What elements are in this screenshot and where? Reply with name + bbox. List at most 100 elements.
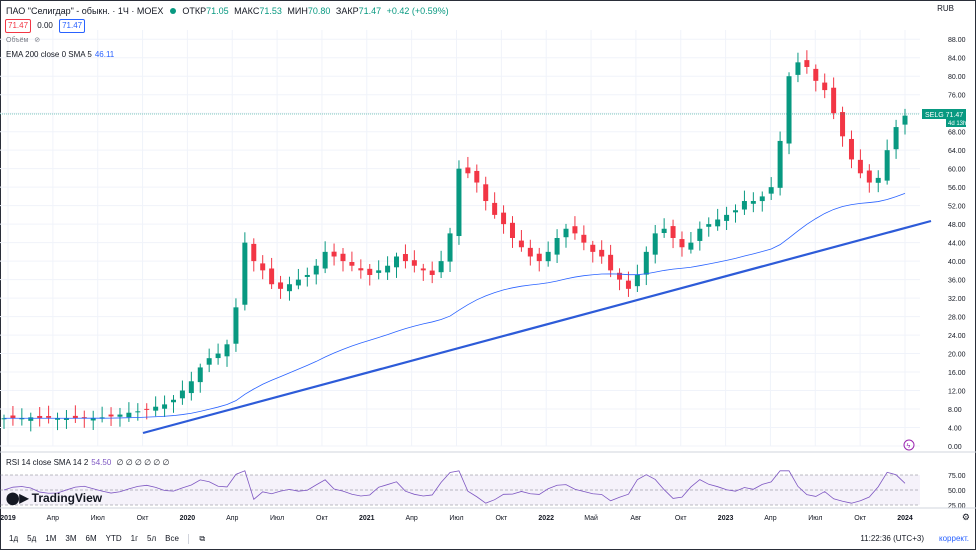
candle-body [197,367,203,383]
candle-body [902,115,908,125]
candle-body [269,268,275,285]
candle-body [1,418,7,420]
time-tick-label: 2023 [718,515,734,522]
currency-label[interactable]: RUB [937,4,954,13]
legend-header: ПАО "Селигдар" - обыкн. · 1Ч · MOEX ОТКР… [6,3,936,17]
candle-body [750,201,756,204]
price-tick-label: 24.00 [948,333,966,340]
price-tick-label: 84.00 [948,56,966,63]
adjustment-toggle[interactable]: коррект. [939,534,969,543]
symbol-title[interactable]: ПАО "Селигдар" - обыкн. · 1Ч · MOEX [6,5,164,16]
rsi-pane: 75.00 50.00 25.00 [0,451,976,510]
candle-body [509,222,515,238]
candle-body [875,177,881,183]
candle-body [822,82,828,91]
rsi-tick-label: 50.00 [948,488,966,495]
price-tick-label: 20.00 [948,352,966,359]
time-tick-label: Окт [495,515,508,522]
rsi-tick-label: 25.00 [948,503,966,510]
price-tick-label: 80.00 [948,74,966,81]
candle-body [135,411,141,413]
candle-body [233,307,239,344]
price-tag-countdown: 4d 13h [948,121,966,127]
candle-body [866,170,872,183]
toolbar-divider [188,533,190,544]
time-tick-label: Июл [808,515,822,522]
candle-body [358,268,364,271]
candle-body [117,414,123,417]
candle-body [108,414,114,417]
timeframe-button[interactable]: 6М [85,534,97,543]
candles [1,50,908,432]
grid [0,30,920,447]
ema-legend[interactable]: EMA 200 close 0 SMA 5 46.11 [6,50,114,59]
price-tick-label: 40.00 [948,259,966,266]
timeframe-button[interactable]: 5д [27,534,37,543]
timeframe-button[interactable]: 3М [65,534,77,543]
candle-body [474,170,480,183]
time-tick-label: Апр [764,515,776,522]
candle-body [438,261,444,273]
time-tick-label: Апр [226,515,238,522]
timeframe-button[interactable]: 1М [45,534,57,543]
bottom-toolbar: 1д 5д 1М 3М 6М YTD 1г 5л Все ⧉ 11:22:36 (UTC+3) … [0,528,976,550]
high-value: 71.53 [259,5,282,16]
date-range-icon[interactable]: ⧉ [199,534,206,543]
candle-body [28,417,34,421]
buy-button[interactable]: 71.47 [59,19,86,33]
svg-text:ϟ: ϟ [907,443,911,450]
price-tick-label: 12.00 [948,389,966,396]
candle-body [563,228,569,238]
candle-body [545,251,551,262]
time-tick-label: Окт [316,515,329,522]
candle-body [599,249,605,257]
candle-body [608,254,614,271]
candle-body [385,265,391,273]
time-tick-label: Окт [137,515,150,522]
timeframe-button[interactable]: 1д [9,534,19,543]
candle-body [215,353,221,359]
candle-body [144,408,150,410]
candle-body [367,268,373,275]
price-tick-label: 48.00 [948,222,966,229]
price-tag-text: SELG 71.47 [925,112,963,119]
trend-line[interactable] [142,219,932,435]
sell-button[interactable]: 71.47 [5,19,32,33]
time-axis: 2019 Апр Июл Окт 2020 Апр Июл Окт 2021 Апр Июл Окт 2… [0,514,913,522]
time-tick-label: Окт [675,515,688,522]
candle-body [536,253,542,262]
candle-body [777,140,783,188]
rsi-label-text: RSI 14 close SMA 14 2 [6,458,89,467]
logo-text: TradingView [31,491,103,505]
candle-body [483,184,489,202]
ema-line [4,192,906,419]
open-label: ОТКР [182,5,207,16]
candle-body [206,358,212,365]
time-tick-label: 2021 [359,515,375,522]
eye-off-icon[interactable]: ⊘ [34,37,41,44]
candle-body [179,390,185,399]
candle-body [429,270,435,275]
candle-body [81,417,87,419]
time-tick-label: Апр [405,515,417,522]
candle-body [260,263,266,271]
timeframe-button[interactable]: 1г [130,534,138,543]
timeframe-button[interactable]: 5л [147,534,157,543]
volume-legend[interactable]: Объём ⊘ [6,36,40,44]
rsi-legend[interactable]: RSI 14 close SMA 14 2 54.50 ∅ ∅ ∅ ∅ ∅ ∅ [6,458,169,467]
clock[interactable]: 11:22:36 (UTC+3) [860,534,924,543]
price-tick-label: 56.00 [948,185,966,192]
candle-body [447,233,453,262]
candle-body [581,234,587,243]
settings-gear-icon[interactable]: ⚙ [961,512,970,522]
candle-body [349,262,355,266]
candle-body [492,202,498,215]
rsi-axis: 75.00 50.00 25.00 [948,473,966,510]
change-value: +0.42 (+0.59%) [386,5,449,16]
timeframe-button[interactable]: Все [165,534,179,543]
timeframe-button[interactable]: YTD [105,534,122,543]
tradingview-logo[interactable]: ⬤▶ TradingView [6,491,102,505]
flash-icon[interactable]: ϟ [903,439,915,451]
ema-value: 46.11 [94,50,115,59]
